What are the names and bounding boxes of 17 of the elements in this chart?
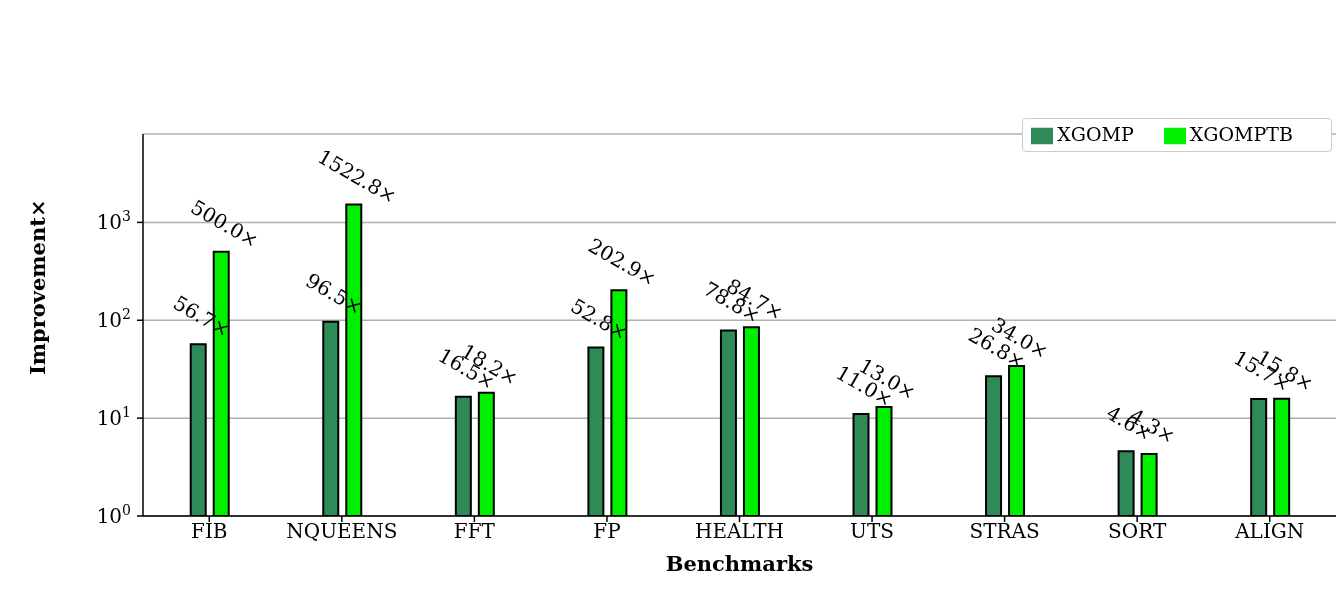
legend-label: XGOMP — [1057, 123, 1134, 145]
y-tick-label: 10$^{2}$ — [96, 306, 131, 333]
x-tick-label: FFT — [453, 519, 496, 544]
y-tick-label: 10$^{0}$ — [96, 502, 131, 528]
x-tick-label: ALIGN — [1234, 519, 1305, 544]
x-axis-title: Benchmarks — [665, 550, 814, 576]
x-tick-label: UTS — [850, 519, 895, 544]
y-axis-title: Improvement× — [25, 199, 51, 375]
x-tick-label: STRAS — [969, 519, 1040, 544]
y-tick-label: 10$^{3}$ — [96, 208, 131, 235]
x-tick-label: NQUEENS — [286, 519, 398, 544]
x-tick-label: HEALTH — [695, 519, 784, 544]
x-tick-label: FP — [593, 519, 621, 544]
y-tick-label: 10$^{1}$ — [96, 404, 131, 431]
legend-label: XGOMPTB — [1189, 123, 1293, 145]
x-tick-label: SORT — [1108, 519, 1167, 544]
x-tick-label: FIB — [191, 519, 228, 544]
